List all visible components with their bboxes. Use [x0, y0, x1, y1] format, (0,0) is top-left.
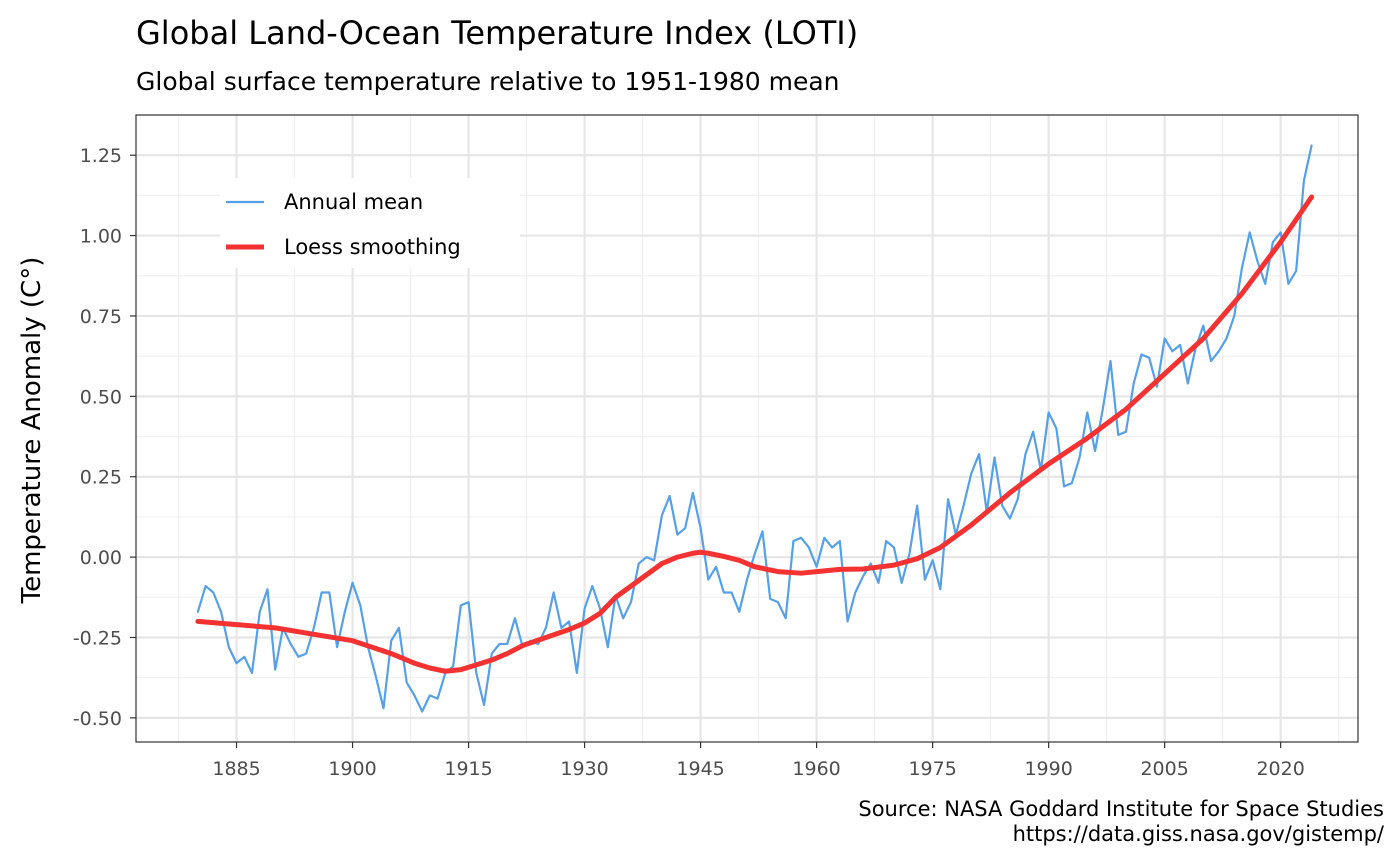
x-tick-label: 1975 — [908, 758, 956, 780]
legend-label-annual-mean: Annual mean — [284, 190, 423, 214]
y-tick-label: -0.50 — [73, 708, 122, 730]
y-tick-label: 0.25 — [80, 467, 122, 489]
chart-subtitle: Global surface temperature relative to 1… — [136, 67, 840, 96]
caption-source: Source: NASA Goddard Institute for Space… — [858, 797, 1384, 821]
legend: Annual mean Loess smoothing — [220, 178, 520, 268]
legend-label-loess-smoothing: Loess smoothing — [284, 235, 461, 259]
y-tick-label: 0.75 — [80, 306, 122, 328]
y-tick-label: 0.50 — [80, 386, 122, 408]
y-axis: -0.50 -0.25 0.00 0.25 0.50 0.75 1.00 1.25 — [73, 145, 136, 730]
series-loess-smoothing-line — [195, 194, 1315, 674]
caption-url: https://data.giss.nasa.gov/gistemp/ — [1013, 822, 1385, 846]
x-tick-label: 1960 — [792, 758, 840, 780]
x-tick-label: 2020 — [1256, 758, 1304, 780]
panel-border — [135, 114, 1359, 743]
x-tick-label: 1900 — [328, 758, 376, 780]
legend-background — [220, 178, 520, 268]
x-tick-label: 1945 — [676, 758, 724, 780]
x-tick-label: 1885 — [212, 758, 260, 780]
x-tick-label: 1915 — [444, 758, 492, 780]
x-axis: 1885 1900 1915 1930 1945 1960 1975 1990 2005 2020 — [212, 742, 1305, 780]
y-tick-label: 1.25 — [80, 145, 122, 167]
x-tick-label: 2005 — [1140, 758, 1188, 780]
y-tick-label: -0.25 — [73, 628, 122, 650]
y-axis-title: Temperature Anomaly (C°) — [17, 257, 47, 605]
series-annual-mean-line — [196, 144, 1313, 713]
x-tick-label: 1930 — [560, 758, 608, 780]
minor-grid — [136, 114, 1358, 742]
series-layer — [195, 144, 1315, 713]
x-tick-label: 1990 — [1024, 758, 1072, 780]
y-tick-label: 0.00 — [80, 547, 122, 569]
y-tick-label: 1.00 — [80, 226, 122, 248]
chart-title: Global Land-Ocean Temperature Index (LOT… — [136, 14, 858, 52]
